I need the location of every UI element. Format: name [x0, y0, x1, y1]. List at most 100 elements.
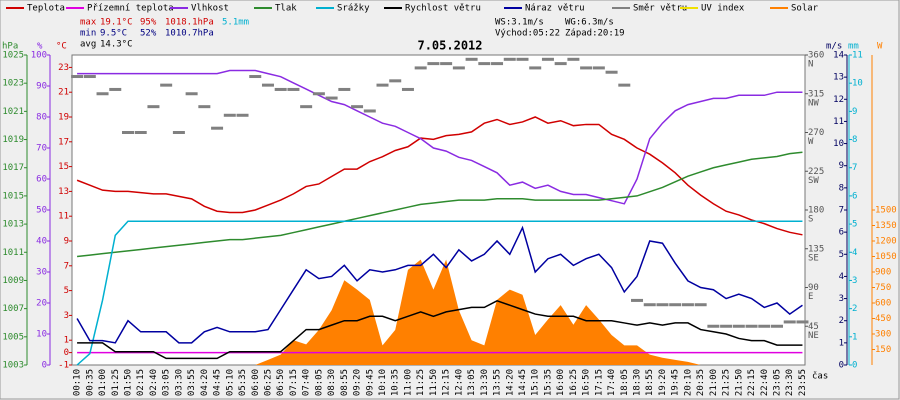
y-tick-label: 2: [839, 316, 844, 326]
x-tick-label: 13:05: [467, 369, 477, 396]
y-tick-label: 270: [808, 128, 824, 138]
x-tick-label: 13:30: [480, 369, 490, 396]
y-tick-label: 5: [852, 220, 857, 230]
y-tick-label: 1500: [875, 206, 897, 216]
x-tick-label: 09:20: [353, 369, 363, 396]
solar-area: [77, 259, 803, 365]
y-tick-label: 135: [808, 244, 824, 254]
y-tick-label: 3: [64, 311, 69, 321]
legend-label: Teplota: [27, 4, 65, 14]
y-tick-label: 45: [808, 322, 819, 332]
x-tick-label: 16:50: [582, 369, 592, 396]
y-tick-label: 9: [64, 237, 69, 247]
x-tick-label: 05:35: [238, 369, 248, 396]
y-tick-label: 80: [36, 113, 47, 123]
direction-mark: [274, 87, 287, 91]
direction-mark: [211, 126, 224, 130]
direction-mark: [440, 62, 453, 66]
y-tick-label: 750: [875, 283, 891, 293]
direction-mark: [580, 66, 593, 70]
y-tick-label: 90: [808, 283, 819, 293]
compass-label: NE: [808, 331, 819, 341]
y-tick-label: 19: [58, 113, 69, 123]
y-tick-label: 900: [875, 268, 891, 278]
y-tick-label: 1050: [875, 252, 897, 262]
y-tick-label: 0: [42, 361, 47, 371]
y-tick-label: 3: [852, 276, 857, 286]
compass-label: N: [808, 60, 813, 70]
y-tick-label: 1200: [875, 237, 897, 247]
y-tick-label: 11: [833, 117, 844, 127]
y-tick-label: 20: [36, 299, 47, 309]
y-tick-label: 50: [36, 206, 47, 216]
direction-mark: [720, 324, 733, 328]
x-tick-label: 02:15: [136, 369, 146, 396]
x-tick-label: 12:40: [454, 369, 464, 396]
legend-label: Směr větru: [633, 4, 687, 14]
x-tick-label: 04:20: [200, 369, 210, 396]
y-tick-label: 13: [833, 73, 844, 83]
direction-mark: [491, 62, 504, 66]
x-tick-label: 07:15: [289, 369, 299, 396]
direction-mark: [745, 324, 758, 328]
x-tick-label: 16:00: [556, 369, 566, 396]
y-tick-label: 11: [58, 212, 69, 222]
x-tick-label: 08:55: [340, 369, 350, 396]
y-tick-label: 1017: [2, 163, 24, 173]
direction-mark: [325, 96, 338, 100]
y-tick-label: 1: [64, 336, 69, 346]
y-tick-label: 2: [852, 304, 857, 314]
y-tick-label: 1013: [2, 220, 24, 230]
series-line: [77, 151, 803, 258]
y-tick-label: 360: [808, 51, 824, 61]
x-tick-label: 17:15: [594, 369, 604, 396]
y-tick-label: 10: [833, 139, 844, 149]
stat-text: 19.1°C: [100, 18, 133, 28]
legend-label: Tlak: [275, 4, 297, 14]
direction-mark: [287, 87, 300, 91]
direction-mark: [465, 57, 478, 61]
direction-mark: [681, 303, 694, 307]
y-tick-label: 0: [64, 348, 69, 358]
x-tick-label: 06:50: [276, 369, 286, 396]
direction-mark: [516, 57, 529, 61]
direction-mark: [351, 105, 364, 109]
x-tick-label: 16:25: [569, 369, 579, 396]
y-tick-label: 10: [852, 79, 863, 89]
direction-mark: [643, 303, 656, 307]
direction-mark: [707, 324, 720, 328]
x-tick-label: 21:25: [722, 369, 732, 396]
x-tick-label: 13:55: [493, 369, 503, 396]
x-tick-label: 20:10: [683, 369, 693, 396]
y-tick-label: 1: [839, 338, 844, 348]
direction-mark: [376, 83, 389, 87]
y-tick-label: 1003: [2, 361, 24, 371]
x-tick-label: 12:15: [442, 369, 452, 396]
direction-mark: [401, 87, 414, 91]
y-tick-label: 6: [839, 228, 844, 238]
x-tick-label: 06:00: [251, 369, 261, 396]
compass-label: S: [808, 215, 813, 225]
direction-mark: [758, 324, 771, 328]
x-tick-label: 19:45: [671, 369, 681, 396]
x-tick-label: 23:30: [785, 369, 795, 396]
y-tick-label: 9: [852, 107, 857, 117]
x-tick-label: 19:20: [658, 369, 668, 396]
x-tick-label: 03:30: [174, 369, 184, 396]
stat-text: 1018.1hPa: [165, 18, 214, 28]
legend-label: Rychlost větru: [405, 4, 481, 14]
y-tick-label: 7: [852, 163, 857, 173]
y-tick-label: 1015: [2, 191, 24, 201]
y-tick-label: 7: [839, 206, 844, 216]
x-tick-label: 18:05: [620, 369, 630, 396]
direction-mark: [503, 57, 516, 61]
direction-mark: [452, 66, 465, 70]
x-tick-label: 10:35: [391, 369, 401, 396]
direction-mark: [261, 83, 274, 87]
direction-mark: [172, 131, 185, 134]
x-tick-label: 14:45: [518, 369, 528, 396]
y-axis-title: %: [37, 42, 43, 52]
x-tick-label: 17:40: [607, 369, 617, 396]
y-tick-label: 1007: [2, 304, 24, 314]
legend-label: UV index: [701, 4, 745, 14]
